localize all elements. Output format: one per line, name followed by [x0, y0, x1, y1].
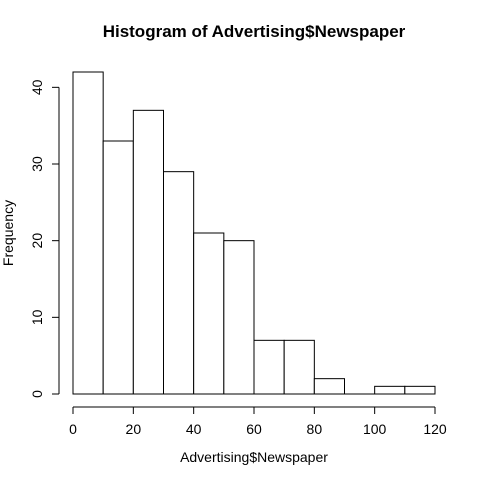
histogram-bar — [163, 171, 195, 395]
y-tick-label: 30 — [29, 156, 45, 172]
histogram-bar — [283, 339, 315, 395]
x-tick-label: 40 — [186, 421, 202, 437]
y-axis: 0 10 20 30 40 — [29, 79, 60, 398]
y-axis-label: Frequency — [0, 200, 16, 266]
chart-title: Histogram of Advertising$Newspaper — [103, 22, 406, 41]
y-tick-label: 20 — [29, 233, 45, 249]
histogram-bar — [253, 339, 285, 395]
histogram-bar — [132, 109, 164, 395]
x-axis: 0 20 40 60 80 100 120 — [69, 406, 447, 437]
x-tick-label: 60 — [246, 421, 262, 437]
x-tick-label: 100 — [363, 421, 387, 437]
x-tick-label: 120 — [423, 421, 447, 437]
histogram-bar — [193, 232, 225, 395]
x-tick-label: 80 — [307, 421, 323, 437]
histogram-bar — [72, 71, 104, 395]
histogram-bar — [374, 385, 406, 395]
histogram-bar — [223, 240, 255, 395]
y-tick-label: 0 — [29, 390, 45, 398]
histogram-bar — [404, 385, 436, 395]
histogram-bar — [102, 140, 134, 395]
y-tick-label: 10 — [29, 309, 45, 325]
x-tick-label: 20 — [126, 421, 142, 437]
x-tick-label: 0 — [69, 421, 77, 437]
bars-group — [72, 71, 436, 395]
y-tick-label: 40 — [29, 79, 45, 95]
histogram-bar — [313, 378, 346, 395]
x-axis-label: Advertising$Newspaper — [180, 449, 328, 465]
